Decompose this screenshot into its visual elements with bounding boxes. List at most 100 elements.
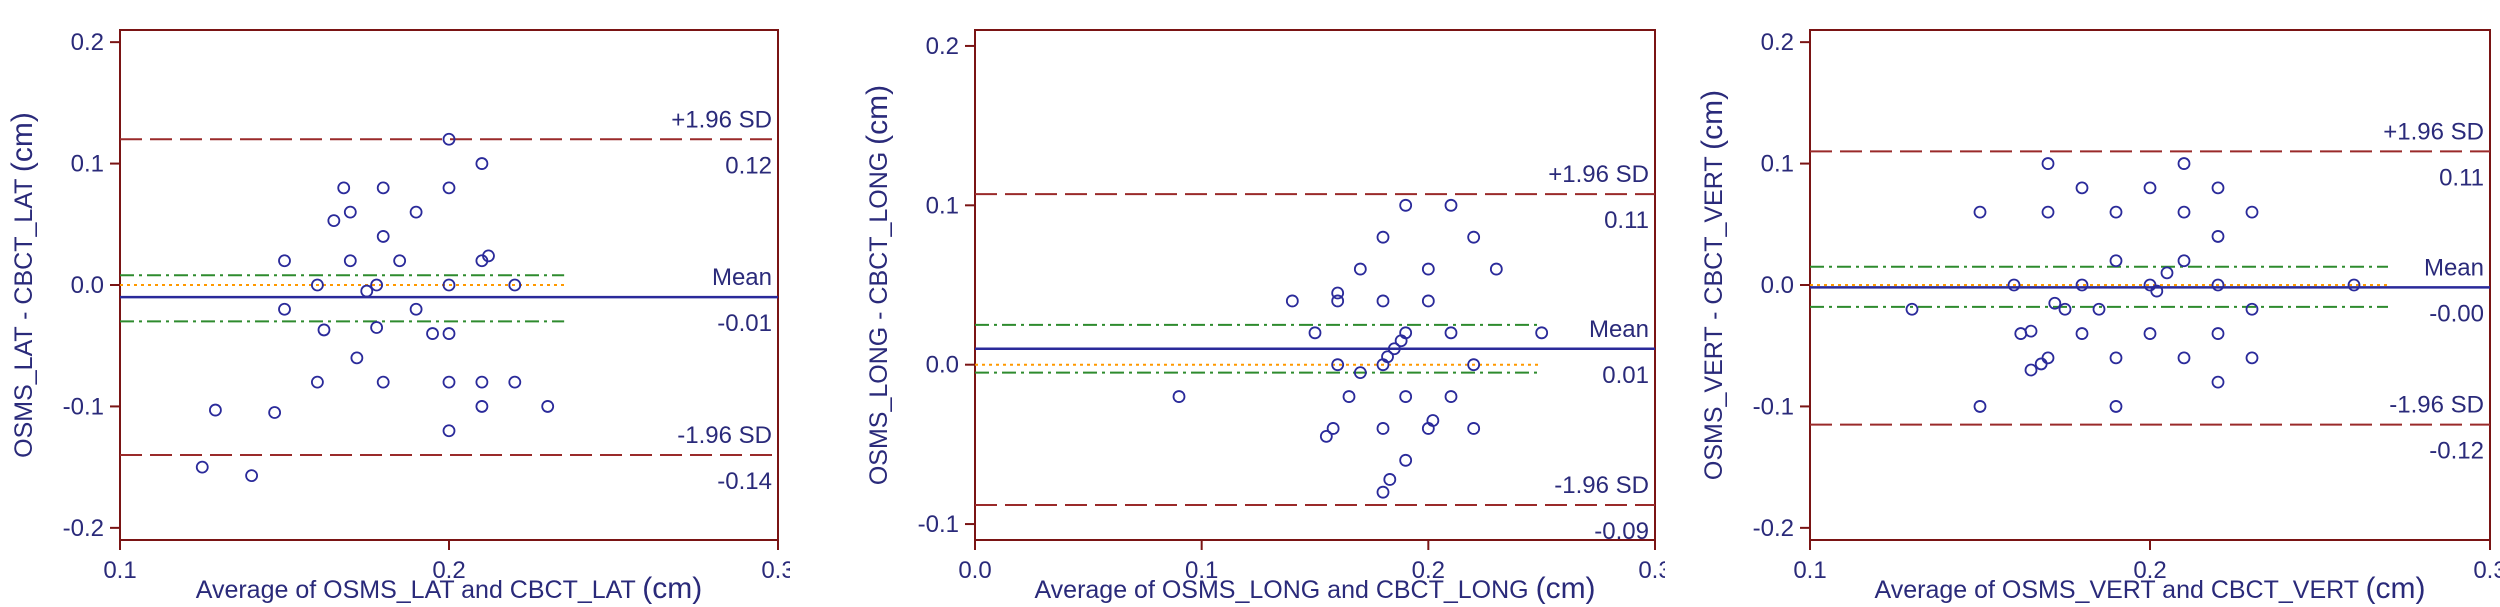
x-tick-label: 0.3 [761, 557, 790, 584]
data-point [328, 215, 339, 226]
data-point [1355, 264, 1366, 275]
data-point [476, 377, 487, 388]
data-point [312, 377, 323, 388]
data-point [1378, 423, 1389, 434]
data-point [1332, 287, 1343, 298]
x-axis-label: Average of OSMS_LAT and CBCT_LAT (cm) [196, 572, 703, 605]
data-point [318, 324, 329, 335]
y-tick-label: 0.0 [926, 352, 959, 379]
data-point [394, 255, 405, 266]
x-axis-label: Average of OSMS_LONG and CBCT_LONG (cm) [1034, 572, 1595, 605]
data-point [1400, 200, 1411, 211]
lower-loa-value: -0.09 [1594, 518, 1649, 545]
data-point [2213, 328, 2224, 339]
data-point [345, 255, 356, 266]
data-point [2026, 365, 2037, 376]
data-point [345, 207, 356, 218]
data-point [1446, 391, 1457, 402]
upper-loa-label: +1.96 SD [2383, 118, 2484, 145]
data-point [2036, 358, 2047, 369]
data-point [509, 377, 520, 388]
data-point [2247, 304, 2258, 315]
data-point [279, 304, 290, 315]
data-point [1446, 327, 1457, 338]
data-point [2179, 158, 2190, 169]
y-tick-label: -0.1 [918, 511, 959, 538]
data-point [1468, 423, 1479, 434]
bland-altman-chart-lat: -0.2 -0.1 0.0 0.1 0.2 0.1 0.2 0.3 Average of OSM… [0, 0, 790, 607]
data-point [1378, 232, 1389, 243]
data-point [1491, 264, 1502, 275]
data-point [338, 182, 349, 193]
data-point [1174, 391, 1185, 402]
mean-label: Mean [712, 264, 772, 291]
data-point [361, 286, 372, 297]
mean-value: 0.01 [1602, 362, 1649, 389]
data-point [2213, 231, 2224, 242]
data-point [378, 377, 389, 388]
data-point [2145, 328, 2156, 339]
data-point [1423, 295, 1434, 306]
y-tick-label: 0.2 [1761, 29, 1794, 56]
data-point [2094, 304, 2105, 315]
lower-loa-value: -0.14 [717, 468, 772, 495]
data-point [2145, 182, 2156, 193]
upper-loa-label: +1.96 SD [1548, 161, 1649, 188]
data-point [2179, 352, 2190, 363]
data-point [351, 352, 362, 363]
data-point [444, 425, 455, 436]
x-axis-label: Average of OSMS_VERT and CBCT_VERT (cm) [1875, 572, 2426, 605]
data-point [2179, 207, 2190, 218]
data-point [2077, 328, 2088, 339]
y-tick-label: 0.2 [926, 33, 959, 60]
data-point [444, 377, 455, 388]
data-point [411, 207, 422, 218]
data-point [378, 231, 389, 242]
data-point [1536, 327, 1547, 338]
data-point [1468, 232, 1479, 243]
x-tick-label: 0.1 [1793, 557, 1826, 584]
data-point [1384, 474, 1395, 485]
y-tick-label: 0.0 [1761, 272, 1794, 299]
mean-value: -0.00 [2429, 300, 2484, 327]
data-point [1400, 391, 1411, 402]
y-tick-label: 0.2 [71, 29, 104, 56]
lower-loa-label: -1.96 SD [677, 422, 772, 449]
x-tick-label: 0.0 [958, 557, 991, 584]
y-axis-label: OSMS_LAT - CBCT_LAT (cm) [6, 112, 39, 458]
data-point [1975, 207, 1986, 218]
data-point [1378, 295, 1389, 306]
data-point [2026, 326, 2037, 337]
y-axis-label: OSMS_LONG - CBCT_LONG (cm) [861, 85, 894, 485]
data-point [1310, 327, 1321, 338]
data-point [444, 328, 455, 339]
upper-loa-value: 0.12 [725, 152, 772, 179]
bland-altman-chart-vert: -0.2 -0.1 0.0 0.1 0.2 0.1 0.2 0.3 Average of OSM… [1670, 0, 2500, 607]
y-tick-label: -0.1 [63, 393, 104, 420]
data-point [2043, 207, 2054, 218]
x-tick-label: 0.3 [1638, 557, 1665, 584]
data-point [378, 182, 389, 193]
data-point [476, 158, 487, 169]
y-tick-label: 0.0 [71, 272, 104, 299]
data-point [2111, 207, 2122, 218]
data-point [427, 328, 438, 339]
data-point [1423, 264, 1434, 275]
lower-loa-value: -0.12 [2429, 438, 2484, 465]
x-tick-label: 0.1 [103, 557, 136, 584]
y-tick-label: 0.1 [1761, 151, 1794, 178]
lower-loa-label: -1.96 SD [1554, 472, 1649, 499]
y-tick-label: 0.1 [926, 192, 959, 219]
data-point [197, 462, 208, 473]
y-tick-label: -0.2 [63, 515, 104, 542]
y-tick-label: -0.1 [1753, 393, 1794, 420]
data-point [2247, 352, 2258, 363]
data-point [411, 304, 422, 315]
data-point [2015, 328, 2026, 339]
data-point [2043, 158, 2054, 169]
data-point [1328, 423, 1339, 434]
data-point [2111, 352, 2122, 363]
upper-loa-value: 0.11 [2439, 164, 2484, 191]
data-point [371, 322, 382, 333]
data-point [1446, 200, 1457, 211]
